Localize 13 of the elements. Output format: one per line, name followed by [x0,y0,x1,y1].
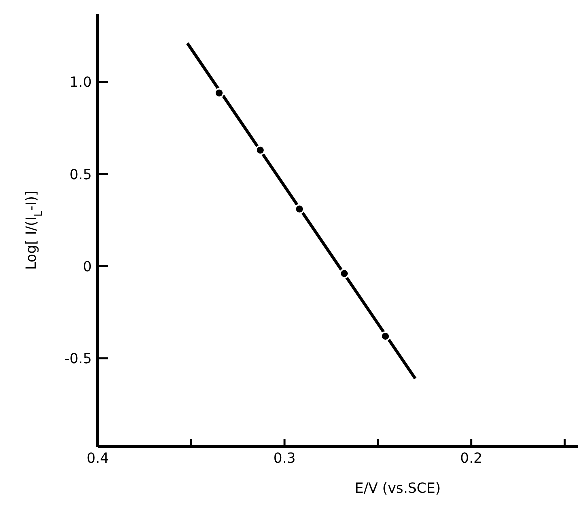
x-tick-label: 0.3 [274,450,296,467]
point [340,268,350,279]
y-tick-label: 1.0 [70,75,92,92]
x-axis-title: E/V (vs.SCE) [354,481,442,497]
x-tick-label: 0.2 [460,450,483,467]
y-tick-label: 0 [83,259,92,276]
point [255,145,266,156]
point [294,204,305,214]
x-tick-label: 0.4 [86,450,110,467]
y-tick-label: -0.5 [64,352,92,368]
point [214,88,224,98]
point [380,331,391,342]
y-tick-label: 0.5 [70,167,92,184]
